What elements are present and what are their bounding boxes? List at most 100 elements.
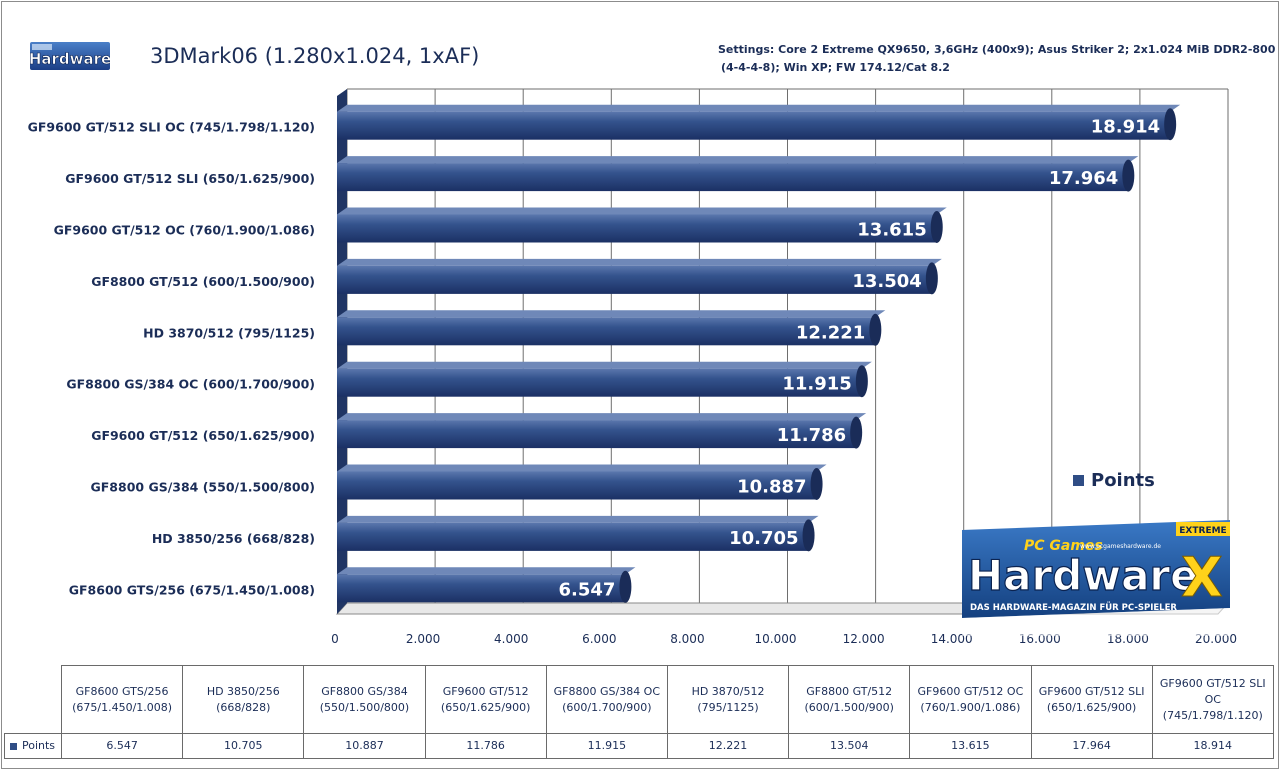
bar-value-label: 6.547 xyxy=(558,579,615,600)
table-header-line: GF9600 GT/512 SLI xyxy=(1159,676,1266,690)
table-value-cell: 13.615 xyxy=(909,733,1032,759)
bar-value-label: 12.221 xyxy=(796,322,865,343)
table-header-line: GF9600 GT/512 xyxy=(442,684,529,698)
bar-cap xyxy=(855,365,868,398)
category-label: GF9600 GT/512 SLI OC (745/1.798/1.120) xyxy=(28,120,315,135)
bar-group xyxy=(337,258,942,295)
bar-cap xyxy=(802,519,815,552)
bar-top xyxy=(337,361,872,369)
table-row-label-cell: Points xyxy=(4,733,62,759)
category-label: GF9600 GT/512 SLI (650/1.625/900) xyxy=(65,171,315,186)
bar-top xyxy=(337,515,819,523)
bar-top xyxy=(337,156,1139,164)
bar xyxy=(337,111,1171,140)
table-header-line: HD 3870/512 xyxy=(691,684,765,698)
svg-text:Hardware: Hardware xyxy=(968,551,1199,600)
bar-value-label: 11.915 xyxy=(782,374,851,395)
table-header-line: (650/1.625/900) xyxy=(440,700,531,714)
bar xyxy=(337,420,857,449)
bar-value-label: 10.705 xyxy=(729,528,798,549)
table-value-cell: 13.504 xyxy=(788,733,911,759)
table-column-header: GF9600 GT/512 (650/1.625/900) xyxy=(424,665,547,734)
bar-cap xyxy=(930,211,943,243)
category-label: HD 3850/256 (668/828) xyxy=(152,531,315,546)
bar-top xyxy=(337,258,942,266)
bar-value-label: 11.786 xyxy=(777,425,846,446)
table-header-line: (600/1.500/900) xyxy=(804,700,894,714)
svg-text:DAS HARDWARE-MAGAZIN FÜR PC-SP: DAS HARDWARE-MAGAZIN FÜR PC-SPIELER xyxy=(970,602,1177,613)
bar xyxy=(337,163,1129,192)
x-tick-label: 8.000 xyxy=(670,632,704,646)
bar-group xyxy=(337,310,886,346)
table-column-header: GF8800 GS/384 OC (600/1.700/900) xyxy=(545,665,668,734)
x-tick-label: 12.000 xyxy=(843,632,885,646)
table-header-line: (550/1.500/800) xyxy=(319,700,410,714)
bar-top xyxy=(337,310,886,318)
category-label: GF9600 GT/512 (650/1.625/900) xyxy=(91,428,315,443)
table-column-header: GF9600 GT/512 SLI OC (745/1.798/1.120) xyxy=(1151,665,1274,734)
table-header-line: (675/1.450/1.008) xyxy=(72,700,173,714)
x-tick-label: 6.000 xyxy=(582,632,616,646)
x-tick-label: 4.000 xyxy=(494,632,528,646)
legend-label: Points xyxy=(1091,470,1155,491)
bar-group xyxy=(337,104,1181,141)
bar-top xyxy=(337,413,867,421)
bar-group xyxy=(337,515,819,552)
table-row-label: Points xyxy=(22,739,56,752)
pcgh-extreme-logo: PC Games www.pcgameshardware.de Hardware… xyxy=(962,520,1230,636)
chart-title: 3DMark06 (1.280x1.024, 1xAF) xyxy=(150,44,480,68)
bar-group xyxy=(337,156,1139,192)
category-label: GF9600 GT/512 OC (760/1.900/1.086) xyxy=(54,223,315,238)
bar-group xyxy=(337,207,947,243)
category-label: GF8800 GT/512 (600/1.500/900) xyxy=(91,274,315,289)
bar xyxy=(337,317,876,346)
settings-note: Settings: Core 2 Extreme QX9650, 3,6GHz … xyxy=(718,41,1278,77)
table-column-header: GF8600 GTS/256 (675/1.450/1.008) xyxy=(60,665,184,734)
bar xyxy=(337,265,932,294)
table-column-header: HD 3870/512 (795/1125) xyxy=(666,665,790,734)
table-header-line: (795/1125) xyxy=(697,700,759,714)
table-header-line: (745/1.798/1.120) xyxy=(1162,708,1263,722)
x-tick-label: 2.000 xyxy=(406,632,440,646)
bar-cap xyxy=(869,313,882,346)
table-header-line: (668/828) xyxy=(216,700,271,714)
svg-text:www.pcgameshardware.de: www.pcgameshardware.de xyxy=(1080,543,1161,550)
table-header-line: (760/1.900/1.086) xyxy=(920,700,1021,714)
legend: Points xyxy=(1073,470,1155,491)
table-header-line: GF8600 GTS/256 xyxy=(75,684,169,698)
table-header-line: GF8800 GT/512 xyxy=(806,684,893,698)
svg-text:X: X xyxy=(1181,546,1223,609)
table-value-cell: 11.786 xyxy=(424,733,547,759)
table-header-line: (600/1.700/900) xyxy=(562,700,652,714)
legend-swatch xyxy=(1073,475,1084,486)
x-tick-label: 10.000 xyxy=(755,632,797,646)
table-column-header: HD 3850/256 (668/828) xyxy=(182,665,305,734)
bar xyxy=(337,522,809,551)
bar-group xyxy=(337,464,827,500)
table-header-row: GF8600 GTS/256 (675/1.450/1.008) HD 3850/2… xyxy=(4,665,1274,734)
table-header-line: GF9600 GT/512 SLI xyxy=(1038,684,1145,698)
table-value-cell: 11.915 xyxy=(545,733,668,759)
bar-cap xyxy=(1164,108,1177,141)
svg-text:Hardware: Hardware xyxy=(30,50,110,68)
table-legend-swatch xyxy=(10,742,17,750)
table-column-header: GF9600 GT/512 OC (760/1.900/1.086) xyxy=(909,665,1032,734)
category-label: GF8800 GS/384 OC (600/1.700/900) xyxy=(66,377,315,392)
table-values-row: Points 6.547 10.705 10.887 11.786 11.915 12.22… xyxy=(4,733,1274,759)
bar-group xyxy=(337,413,867,449)
bar-top xyxy=(337,464,827,472)
category-label: GF8600 GTS/256 (675/1.450/1.008) xyxy=(69,582,315,597)
bar xyxy=(337,471,817,500)
table-value-cell: 10.887 xyxy=(303,733,426,759)
settings-line-1: Settings: Core 2 Extreme QX9650, 3,6GHz … xyxy=(718,43,1276,56)
bar xyxy=(337,368,862,397)
table-corner-cell xyxy=(4,665,62,734)
data-table: GF8600 GTS/256 (675/1.450/1.008) HD 3850/2… xyxy=(4,665,1274,759)
bar-value-label: 10.887 xyxy=(737,477,806,498)
table-column-header: GF8800 GS/384 (550/1.500/800) xyxy=(303,665,426,734)
bar-value-label: 13.615 xyxy=(857,220,926,241)
bar-cap xyxy=(925,262,938,295)
bar-group xyxy=(337,361,872,398)
pcgh-small-logo: Hardware xyxy=(30,42,110,70)
